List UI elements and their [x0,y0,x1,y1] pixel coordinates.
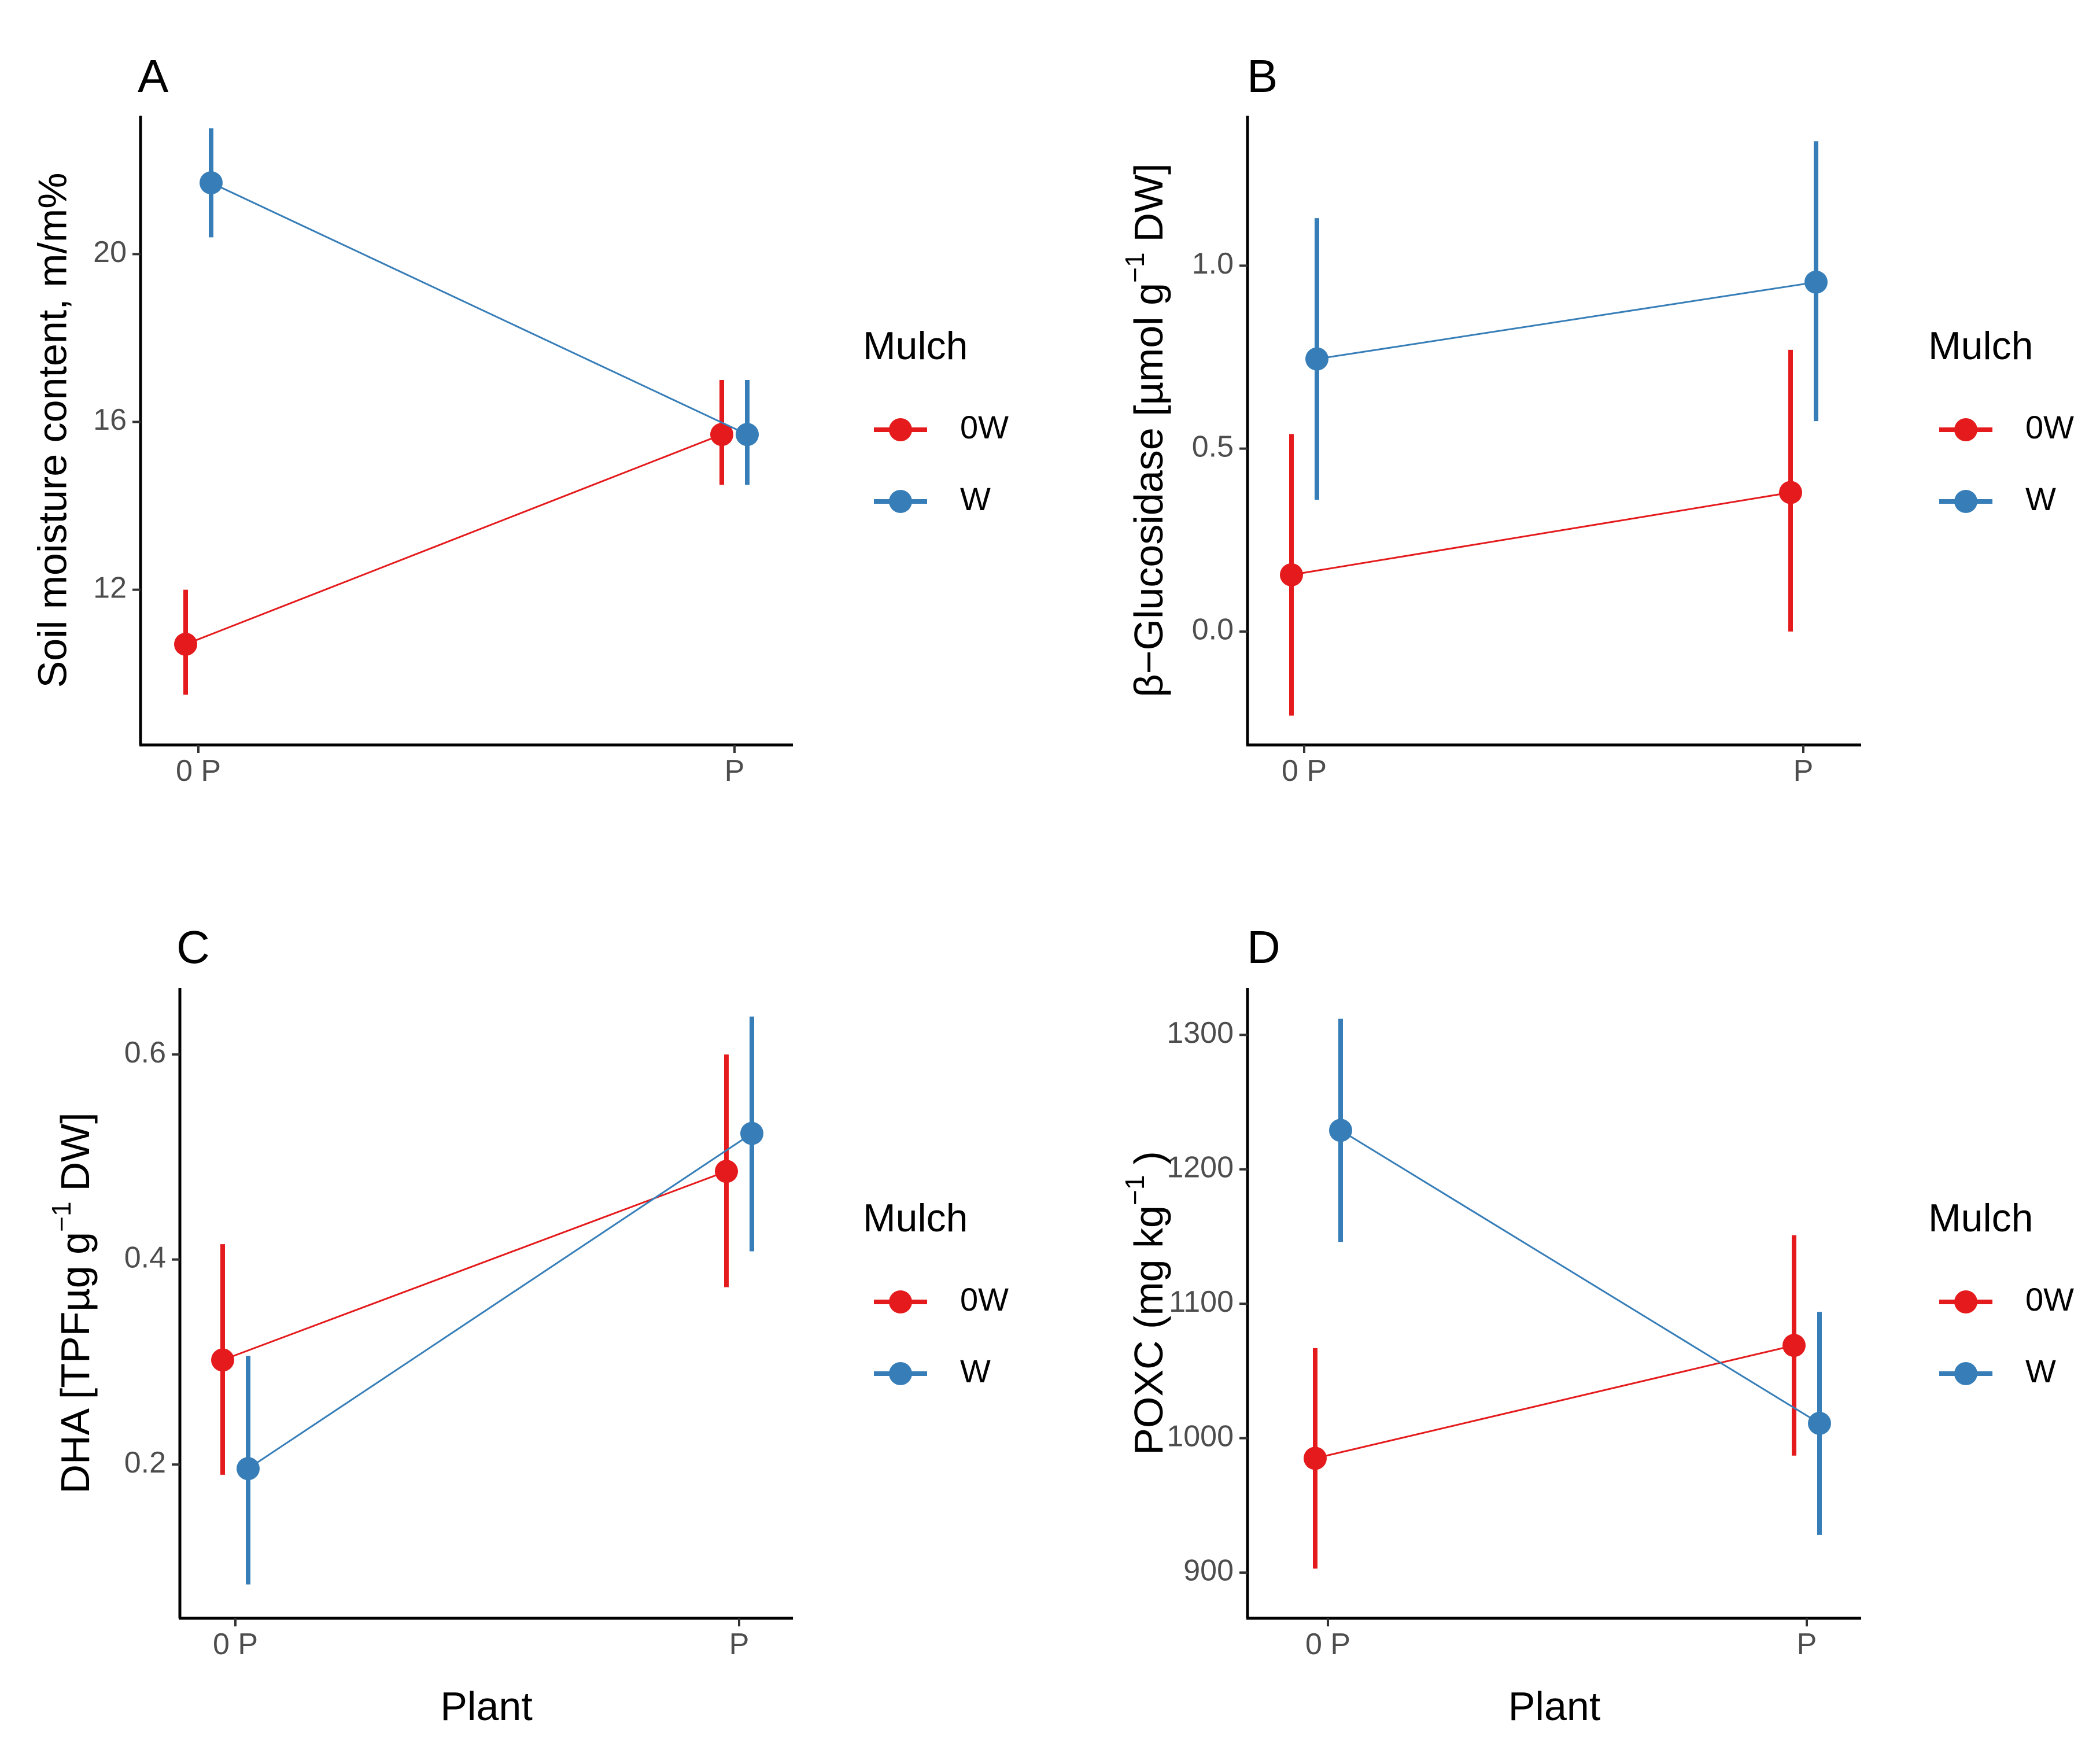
y-tick-label: 1100 [1169,1285,1234,1319]
x-axis-title: Plant [1508,1684,1601,1729]
panel-label: C [176,921,210,973]
y-axis-title: POXC (mg kg−1) [1120,1151,1171,1455]
x-tick-label: P [725,754,745,788]
legend-title: Mulch [1928,324,2033,368]
series-line [248,1132,752,1470]
panel-b: B 0.0 0.5 1.0 0 P Pβ−Glucosidase [µmol g−1DW]… [1120,50,2074,788]
x-tick-label: P [729,1628,750,1661]
series-0w [1280,349,1802,716]
panel-a: A 12 16 20 0 P P Soil moisture content, m/m% Mu… [29,50,1009,788]
series-line [1340,1130,1820,1425]
x-tick-label: 0 P [176,754,221,788]
x-tick-label: 0 P [1305,1628,1350,1661]
data-point [1779,481,1802,504]
data-point [740,1121,763,1145]
series-w [1329,1019,1831,1535]
data-point [174,632,197,656]
legend-key-point [1954,418,1977,441]
legend: Mulch 0W W [1928,324,2074,517]
series-w [200,128,759,485]
y-tick-label: 0.2 [124,1446,166,1479]
x-tick-label: 0 P [1282,754,1327,788]
y-tick-label: 12 [93,571,127,604]
y-tick-label: 0.4 [124,1241,166,1274]
legend-title: Mulch [1928,1196,2033,1240]
x-axis-title: Plant [440,1684,533,1729]
y-tick-label: 20 [93,235,127,269]
legend-label: W [960,1353,991,1389]
x-tick-label: 0 P [213,1628,258,1661]
legend-label: 0W [2025,409,2074,445]
data-point [1782,1334,1806,1357]
series-line [185,433,722,645]
panel-label: D [1247,921,1280,973]
y-tick-label: 1200 [1167,1150,1234,1184]
y-tick-label: 1000 [1167,1419,1234,1453]
legend-label: W [2025,1353,2056,1389]
legend-title: Mulch [863,1196,968,1240]
series-line [1291,492,1791,576]
x-tick-label: P [1793,754,1814,788]
data-point [1329,1119,1352,1142]
legend-label: W [960,481,991,517]
legend-label: 0W [960,409,1009,445]
data-point [1804,270,1828,294]
series-line [1316,281,1817,360]
series-line [222,1170,727,1361]
series-w [237,1016,763,1585]
panel-label: A [138,50,169,102]
data-point [1304,1447,1327,1470]
panel-label: B [1247,50,1278,102]
y-tick-label: 900 [1183,1554,1234,1588]
data-point [1808,1412,1831,1436]
legend-key-point [1954,490,1977,513]
series-w [1305,141,1828,500]
series-line [211,182,748,436]
y-tick-label: 0.5 [1192,430,1234,463]
legend-label: 0W [960,1281,1009,1318]
data-point [211,1348,234,1372]
legend: Mulch 0W W [1928,1196,2074,1389]
data-point [1305,347,1328,371]
y-axis-title: DHA [TPFµg g−1DW] [46,1112,98,1493]
series-line [1315,1344,1795,1459]
y-tick-label: 1.0 [1192,247,1234,281]
legend-key-point [889,490,912,513]
data-point [237,1457,260,1481]
data-point [200,171,223,195]
data-point [715,1160,738,1183]
series-0w [211,1054,738,1475]
panel-d: D 900 1000 1100 1200 1300 0 P P Plant POXC (mg kg… [1120,921,2074,1729]
data-point [710,423,733,447]
x-tick-label: P [1797,1628,1817,1661]
series-0w [1304,1235,1806,1569]
legend-label: 0W [2025,1281,2074,1318]
y-tick-label: 0.0 [1192,613,1234,647]
legend: Mulch 0W W [863,324,1009,517]
legend: Mulch 0W W [863,1196,1009,1389]
legend-title: Mulch [863,324,968,368]
legend-label: W [2025,481,2056,517]
legend-key-point [1954,1290,1977,1313]
panel-c: C 0.2 0.4 0.6 0 P P Plant DHA [TPFµg g−1DW] Mulc… [46,921,1009,1729]
legend-key-point [889,1362,912,1385]
y-axis-title: β−Glucosidase [µmol g−1DW] [1120,163,1171,697]
data-point [736,423,759,447]
legend-key-point [889,418,912,441]
y-tick-label: 16 [93,403,127,437]
legend-key-point [889,1290,912,1313]
legend-key-point [1954,1362,1977,1385]
y-tick-label: 0.6 [124,1036,166,1069]
data-point [1280,563,1303,586]
y-axis-title: Soil moisture content, m/m% [29,173,75,688]
series-0w [174,379,733,695]
y-tick-label: 1300 [1167,1016,1234,1050]
